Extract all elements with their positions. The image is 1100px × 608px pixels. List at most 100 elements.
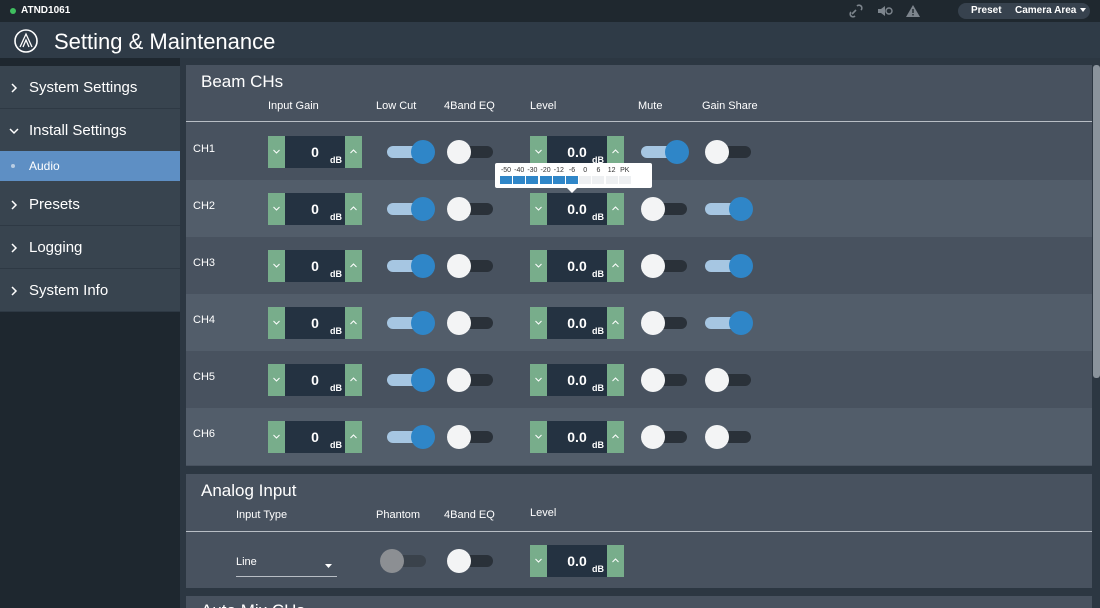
step-down-button[interactable] [530, 136, 547, 168]
step-arrow [350, 263, 357, 268]
step-up-button[interactable] [607, 307, 624, 339]
menu-item[interactable]: Audio [29, 159, 60, 173]
column-header: Level [530, 507, 557, 519]
menu-item[interactable]: System Info [29, 282, 109, 299]
toggle-knob[interactable] [380, 549, 404, 573]
scrollbar-thumb[interactable] [1093, 65, 1100, 378]
toggle-knob[interactable] [705, 140, 729, 164]
toggle-knob[interactable] [447, 425, 471, 449]
step-up-button[interactable] [607, 421, 624, 453]
preset-value[interactable]: Camera Area [1015, 5, 1077, 16]
step-up-button[interactable] [607, 193, 624, 225]
channel-name: CH1 [193, 143, 216, 155]
status-dot [10, 8, 16, 14]
toggle-knob[interactable] [665, 140, 689, 164]
step-down-button[interactable] [530, 421, 547, 453]
step-down-button[interactable] [530, 545, 547, 577]
step-up-button[interactable] [345, 136, 362, 168]
toggle-knob[interactable] [411, 425, 435, 449]
step-down-button[interactable] [268, 250, 285, 282]
step-up-button[interactable] [345, 307, 362, 339]
device-name: ATND1061 [21, 5, 71, 16]
menu-item[interactable]: Presets [29, 196, 80, 213]
toggle-knob[interactable] [411, 140, 435, 164]
step-up-button[interactable] [607, 250, 624, 282]
step-down-button[interactable] [530, 307, 547, 339]
step-up-button[interactable] [345, 193, 362, 225]
main-panel-automix [186, 596, 1092, 608]
unit-text: dB [330, 269, 342, 279]
step-down-button[interactable] [268, 307, 285, 339]
channel-name: CH4 [193, 314, 216, 326]
step-up-button[interactable] [345, 421, 362, 453]
value-text: 0 [311, 372, 319, 388]
step-down-button[interactable] [530, 193, 547, 225]
preset-selector[interactable] [958, 3, 1090, 19]
column-header: Input Type [236, 509, 288, 521]
toggle-knob[interactable] [411, 368, 435, 392]
toggle-knob[interactable] [447, 140, 471, 164]
header-divider [186, 121, 1092, 122]
meter-cell [592, 176, 605, 184]
toggle-knob[interactable] [411, 254, 435, 278]
step-down-button[interactable] [268, 136, 285, 168]
value-box [547, 136, 607, 168]
menu-item[interactable]: Install Settings [29, 122, 127, 139]
toggle-knob[interactable] [447, 368, 471, 392]
top-bar [0, 0, 1100, 22]
toggle-knob[interactable] [411, 197, 435, 221]
toggle-knob[interactable] [447, 254, 471, 278]
meter-cell [552, 176, 565, 184]
preset-caret [1080, 8, 1086, 12]
menu-divider [0, 268, 180, 269]
unit-text: dB [330, 326, 342, 336]
step-up-button[interactable] [345, 364, 362, 396]
value-box [285, 193, 345, 225]
toggle-knob[interactable] [641, 311, 665, 335]
meter-label: -6 [568, 167, 576, 174]
value-box [547, 545, 607, 577]
step-arrow [535, 434, 542, 439]
unit-text: dB [592, 269, 604, 279]
toggle-knob[interactable] [641, 368, 665, 392]
step-arrow [612, 377, 619, 382]
step-down-button[interactable] [268, 364, 285, 396]
meter-label: -20 [540, 167, 551, 174]
toggle-knob[interactable] [641, 254, 665, 278]
input-type-dropdown[interactable] [236, 546, 337, 577]
menu-item-selected[interactable] [0, 151, 180, 181]
meter-cell [618, 176, 631, 184]
column-header: Mute [638, 100, 663, 112]
toggle-knob[interactable] [705, 425, 729, 449]
value-box [547, 307, 607, 339]
toggle-knob[interactable] [447, 197, 471, 221]
step-down-button[interactable] [530, 364, 547, 396]
toggle-knob[interactable] [447, 311, 471, 335]
step-up-button[interactable] [607, 136, 624, 168]
toggle-knob[interactable] [729, 197, 753, 221]
step-up-button[interactable] [345, 250, 362, 282]
toggle-knob[interactable] [411, 311, 435, 335]
value-text: 0 [311, 315, 319, 331]
toggle-knob[interactable] [641, 197, 665, 221]
meter-cell [539, 176, 552, 184]
meter-cell [566, 176, 578, 184]
step-down-button[interactable] [530, 250, 547, 282]
step-arrow [273, 434, 280, 439]
step-down-button[interactable] [268, 421, 285, 453]
step-arrow [273, 206, 280, 211]
column-header: Gain Share [702, 100, 758, 112]
menu-item[interactable]: Logging [29, 239, 83, 256]
toggle-knob[interactable] [729, 311, 753, 335]
step-down-button[interactable] [268, 193, 285, 225]
menu-divider [0, 225, 180, 226]
value-box [285, 250, 345, 282]
step-up-button[interactable] [607, 364, 624, 396]
step-up-button[interactable] [607, 545, 624, 577]
toggle-knob[interactable] [729, 254, 753, 278]
toggle-knob[interactable] [705, 368, 729, 392]
toggle-knob[interactable] [641, 425, 665, 449]
toggle-knob[interactable] [447, 549, 471, 573]
menu-item[interactable]: System Settings [29, 79, 138, 96]
